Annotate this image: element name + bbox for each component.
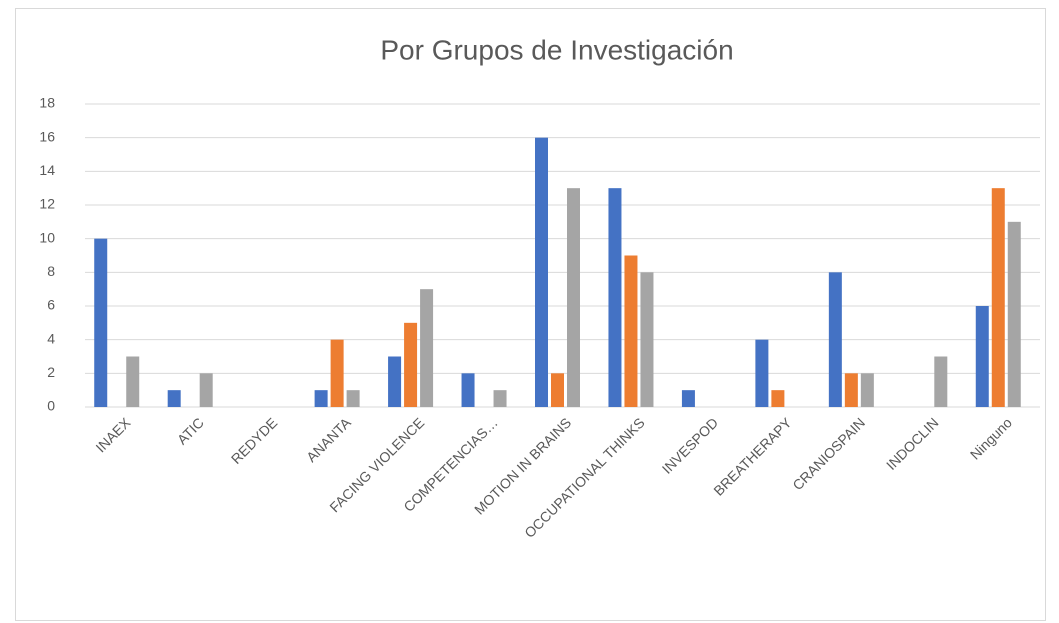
bar bbox=[624, 255, 638, 407]
y-tick-label: 14 bbox=[39, 162, 55, 178]
y-tick-label: 0 bbox=[47, 398, 55, 414]
y-tick-label: 2 bbox=[47, 364, 55, 380]
y-tick-label: 18 bbox=[39, 95, 55, 111]
bar bbox=[934, 356, 948, 407]
bar bbox=[126, 356, 140, 407]
bar bbox=[346, 390, 360, 407]
bar bbox=[860, 373, 874, 407]
bar bbox=[94, 238, 108, 407]
bar bbox=[167, 390, 181, 407]
bar bbox=[420, 289, 434, 407]
chart-title: Por Grupos de Investigación bbox=[380, 34, 733, 65]
chart-frame bbox=[15, 8, 1046, 621]
bar bbox=[991, 188, 1005, 407]
bar bbox=[535, 137, 548, 407]
bar bbox=[493, 390, 507, 407]
bar bbox=[828, 272, 842, 407]
y-tick-label: 8 bbox=[47, 263, 55, 279]
bar bbox=[567, 188, 580, 407]
bar bbox=[388, 356, 402, 407]
bar bbox=[314, 390, 328, 407]
bar bbox=[975, 306, 989, 407]
bar bbox=[681, 390, 695, 407]
y-tick-label: 12 bbox=[39, 196, 55, 212]
bar bbox=[404, 322, 418, 407]
bar bbox=[1007, 221, 1021, 407]
y-tick-label: 16 bbox=[39, 128, 55, 144]
bar bbox=[551, 373, 564, 407]
y-tick-label: 4 bbox=[47, 330, 55, 346]
bar bbox=[844, 373, 858, 407]
bar bbox=[755, 339, 769, 407]
y-tick-label: 6 bbox=[47, 297, 55, 313]
bar bbox=[640, 272, 654, 407]
bar bbox=[199, 373, 213, 407]
bar bbox=[330, 339, 344, 407]
bar bbox=[771, 390, 785, 407]
bar bbox=[461, 373, 475, 407]
y-tick-label: 10 bbox=[39, 229, 55, 245]
bar bbox=[608, 188, 622, 407]
